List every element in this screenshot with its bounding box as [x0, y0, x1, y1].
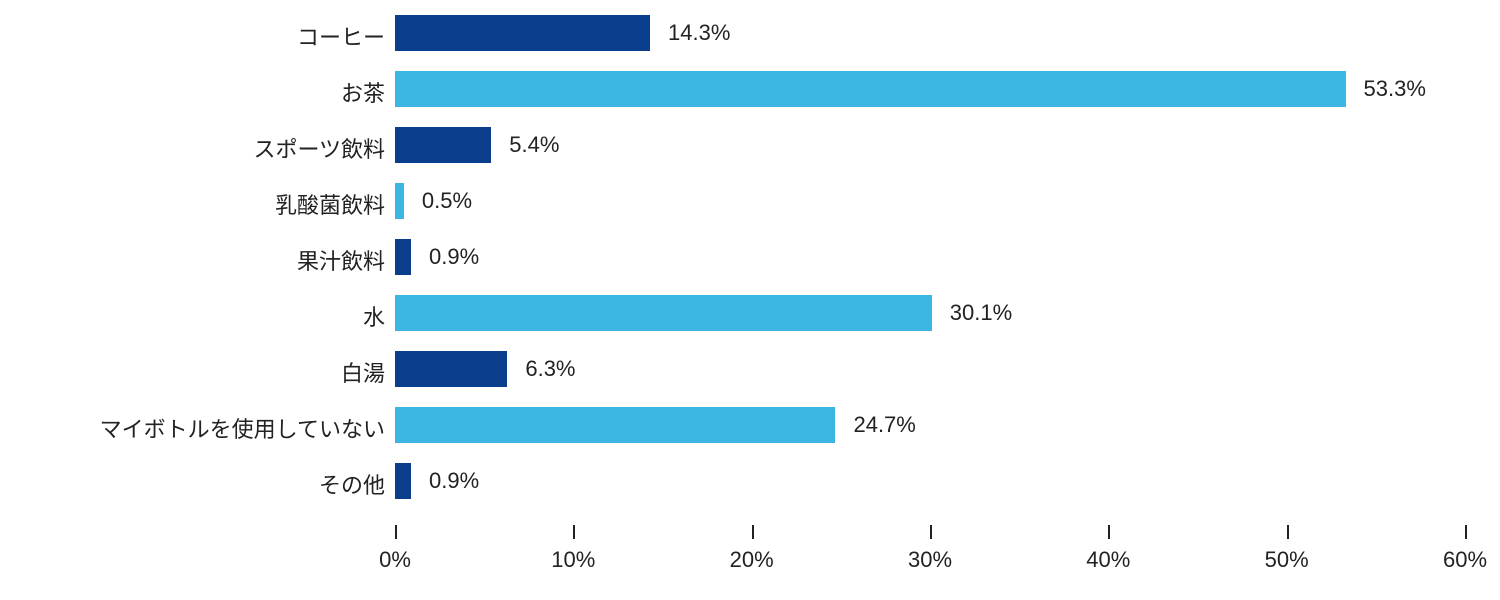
value-label: 0.5%	[422, 188, 472, 214]
category-label: 乳酸菌飲料	[5, 188, 385, 220]
category-label: 水	[5, 300, 385, 332]
category-label: 果汁飲料	[5, 244, 385, 276]
bar	[395, 239, 411, 275]
tick-mark	[1287, 525, 1289, 539]
tick-mark	[573, 525, 575, 539]
bar	[395, 407, 835, 443]
value-label: 14.3%	[668, 20, 730, 46]
tick-label: 60%	[1443, 547, 1487, 573]
tick-mark	[1465, 525, 1467, 539]
bar	[395, 127, 491, 163]
bar	[395, 71, 1346, 107]
value-label: 6.3%	[525, 356, 575, 382]
category-label: お茶	[5, 76, 385, 108]
tick-label: 40%	[1086, 547, 1130, 573]
category-label: マイボトルを使用していない	[5, 412, 385, 444]
tick-label: 30%	[908, 547, 952, 573]
tick-mark	[395, 525, 397, 539]
tick-label: 0%	[379, 547, 411, 573]
value-label: 30.1%	[950, 300, 1012, 326]
tick-mark	[930, 525, 932, 539]
bar	[395, 295, 932, 331]
bar	[395, 15, 650, 51]
bar-chart: コーヒー 14.3% お茶 53.3% スポーツ飲料 5.4% 乳酸菌飲料 0.5% 果汁飲料 0…	[0, 0, 1500, 600]
category-label: 白湯	[5, 356, 385, 388]
value-label: 24.7%	[853, 412, 915, 438]
tick-label: 20%	[730, 547, 774, 573]
value-label: 5.4%	[509, 132, 559, 158]
value-label: 53.3%	[1364, 76, 1426, 102]
tick-label: 10%	[551, 547, 595, 573]
category-label: スポーツ飲料	[5, 132, 385, 164]
tick-label: 50%	[1265, 547, 1309, 573]
tick-mark	[752, 525, 754, 539]
bar	[395, 463, 411, 499]
value-label: 0.9%	[429, 468, 479, 494]
category-label: その他	[5, 468, 385, 500]
category-label: コーヒー	[5, 20, 385, 52]
x-axis: 0%10%20%30%40%50%60%	[395, 525, 1465, 585]
bar	[395, 183, 404, 219]
value-label: 0.9%	[429, 244, 479, 270]
tick-mark	[1108, 525, 1110, 539]
bar	[395, 351, 507, 387]
